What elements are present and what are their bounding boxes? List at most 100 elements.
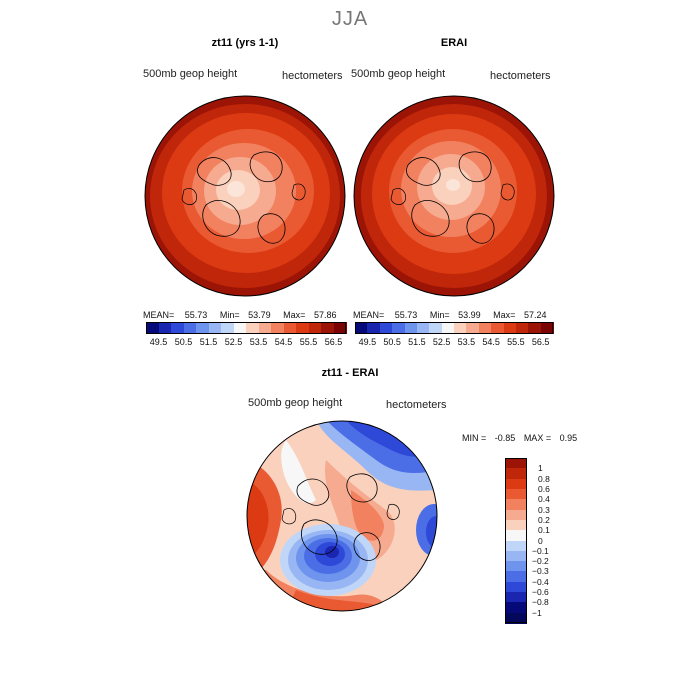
panel1-colorbar-swatch bbox=[308, 322, 322, 334]
panel1-colorbar-swatch bbox=[221, 322, 234, 334]
panel2-colorbar-tick-label: 54.5 bbox=[482, 337, 500, 347]
panel1-colorbar-swatch bbox=[333, 322, 347, 334]
panel3-colorbar-tick-label: 1 bbox=[538, 463, 543, 474]
panel2-colorbar bbox=[355, 322, 554, 334]
panel2-units-label: hectometers bbox=[490, 70, 551, 82]
panel2-colorbar-swatch bbox=[515, 322, 529, 334]
panel1-max-value: 57.86 bbox=[313, 310, 337, 320]
panel2-max-label: Max= bbox=[493, 310, 516, 320]
panel3-colorbar-swatch bbox=[505, 581, 527, 593]
panel3-colorbar-tick-label: −0.4 bbox=[532, 576, 549, 587]
panel2-colorbar-swatch bbox=[355, 322, 368, 334]
panel3-colorbar-swatch bbox=[505, 592, 527, 603]
panel3-colorbar-tick-label: 0.2 bbox=[538, 514, 550, 525]
panel3-colorbar-tick-label: 0.4 bbox=[538, 494, 550, 505]
panel2-colorbar-swatch bbox=[528, 322, 542, 334]
panel3-colorbar-swatch bbox=[505, 550, 527, 562]
panel1-max-label: Max= bbox=[283, 310, 306, 320]
panel3-max-value: 0.95 bbox=[559, 433, 578, 443]
panel3-colorbar-tick-label: 0 bbox=[538, 535, 543, 546]
panel2-stats: MEAN= 55.73 Min= 53.99 Max= 57.24 bbox=[353, 310, 546, 320]
panel2-colorbar-swatch bbox=[392, 322, 405, 334]
panel2-colorbar-swatch bbox=[416, 322, 430, 334]
panel3-stats: MIN = -0.85 MAX = 0.95 bbox=[462, 433, 577, 443]
panel3-colorbar-swatch bbox=[505, 478, 527, 490]
panel3-colorbar-swatch bbox=[505, 488, 527, 500]
panel3-colorbar-tick-label: 0.6 bbox=[538, 483, 550, 494]
panel2-colorbar-ticks: 49.5 50.5 51.5 52.5 53.5 54.5 55.5 56.5 bbox=[355, 337, 553, 349]
panel3-colorbar-tick-label: 0.8 bbox=[538, 473, 550, 484]
panel1-polar-map bbox=[144, 95, 346, 297]
panel1-colorbar-swatch bbox=[233, 322, 247, 334]
panel1-colorbar-swatch bbox=[258, 322, 272, 334]
panel1-min-value: 53.79 bbox=[248, 310, 271, 320]
panel1-colorbar-swatch bbox=[246, 322, 259, 334]
panel3-units-label: hectometers bbox=[386, 399, 447, 411]
panel2-colorbar-swatch bbox=[503, 322, 517, 334]
panel2-max-value: 57.24 bbox=[523, 310, 547, 320]
panel2-min-value: 53.99 bbox=[458, 310, 481, 320]
panel3-colorbar-tick-label: −0.3 bbox=[532, 566, 549, 577]
panel3-colorbar-tick-label: −0.8 bbox=[532, 597, 549, 608]
panel3-colorbar-swatch bbox=[505, 519, 527, 531]
panel2-colorbar-tick-label: 51.5 bbox=[408, 337, 426, 347]
panel3-field-label: 500mb geop height bbox=[248, 397, 343, 409]
panel2-colorbar-swatch bbox=[441, 322, 455, 334]
panel1-colorbar-tick-label: 55.5 bbox=[299, 337, 318, 347]
panel3-colorbar-swatch bbox=[505, 540, 527, 552]
panel1-colorbar-tick-label: 49.5 bbox=[149, 337, 168, 347]
panel2-colorbar-swatch bbox=[429, 322, 443, 334]
panel3-colorbar-swatch bbox=[505, 530, 527, 541]
panel1-colorbar bbox=[146, 322, 347, 334]
panel1-colorbar-tick-label: 53.5 bbox=[249, 337, 268, 347]
panel2-colorbar-tick-label: 50.5 bbox=[383, 337, 401, 347]
panel3-colorbar-tick-label: −0.2 bbox=[532, 556, 549, 567]
panel2-colorbar-tick-label: 56.5 bbox=[531, 337, 550, 347]
panel3-polar-map bbox=[246, 420, 438, 612]
panel1-colorbar-swatch bbox=[271, 322, 284, 334]
panel2-colorbar-tick-label: 52.5 bbox=[432, 337, 451, 347]
panel3-colorbar-swatch bbox=[505, 612, 527, 624]
panel1-colorbar-swatch bbox=[296, 322, 309, 334]
panel2-mean-label: MEAN= bbox=[353, 310, 385, 320]
panel1-colorbar-swatch bbox=[158, 322, 172, 334]
panel3-colorbar-tick-label: 0.3 bbox=[538, 504, 550, 515]
panel1-colorbar-swatch bbox=[196, 322, 209, 334]
panel3-colorbar-swatch bbox=[505, 499, 527, 511]
panel2-colorbar-tick-label: 49.5 bbox=[358, 337, 377, 347]
panel1-colorbar-swatch bbox=[283, 322, 297, 334]
panel3-colorbar-swatch bbox=[505, 561, 527, 572]
panel1-colorbar-swatch bbox=[208, 322, 222, 334]
panel1-mean-label: MEAN= bbox=[143, 310, 175, 320]
panel1-units-label: hectometers bbox=[282, 70, 343, 82]
panel1-colorbar-tick-label: 54.5 bbox=[274, 337, 293, 347]
panel2-colorbar-swatch bbox=[478, 322, 492, 334]
panel2-colorbar-tick-label: 55.5 bbox=[507, 337, 525, 347]
panel2-polar-map bbox=[353, 95, 555, 297]
panel3-max-label: MAX = bbox=[523, 433, 552, 443]
panel1-min-label: Min= bbox=[219, 310, 240, 320]
panel3-min-label: MIN = bbox=[462, 433, 487, 443]
panel3-colorbar-ticks: 1 0.8 0.6 0.4 0.3 0.2 0.1 0 −0.1 −0.2 −0.3 −0.4 −0.6… bbox=[532, 458, 572, 623]
panel3-colorbar-tick-label: −0.6 bbox=[532, 587, 549, 598]
panel1-colorbar-swatch bbox=[183, 322, 197, 334]
panel1-colorbar-swatch bbox=[321, 322, 334, 334]
panel2-mean-value: 55.73 bbox=[394, 310, 418, 320]
panel3-colorbar-tick-label: −0.1 bbox=[532, 545, 549, 556]
panel2-colorbar-swatch bbox=[367, 322, 381, 334]
panel3-title: zt11 - ERAI bbox=[321, 367, 379, 379]
panel3-colorbar-swatch bbox=[505, 602, 527, 614]
panel1-colorbar-tick-label: 56.5 bbox=[324, 337, 343, 347]
panel2-colorbar-swatch bbox=[466, 322, 480, 334]
panel3-colorbar-tick-label: 0.1 bbox=[538, 525, 550, 536]
panel2-colorbar-swatch bbox=[379, 322, 393, 334]
panel3-colorbar-swatch bbox=[505, 458, 527, 469]
panel1-colorbar-ticks: 49.5 50.5 51.5 52.5 53.5 54.5 55.5 56.5 bbox=[146, 337, 346, 349]
panel3-colorbar bbox=[505, 458, 527, 624]
panel1-field-label: 500mb geop height bbox=[143, 68, 238, 80]
panel2-colorbar-swatch bbox=[491, 322, 504, 334]
panel2-colorbar-swatch bbox=[540, 322, 554, 334]
panel3-colorbar-swatch bbox=[505, 468, 527, 480]
panel2-colorbar-tick-label: 53.5 bbox=[457, 337, 476, 347]
season-title: JJA bbox=[331, 8, 369, 30]
